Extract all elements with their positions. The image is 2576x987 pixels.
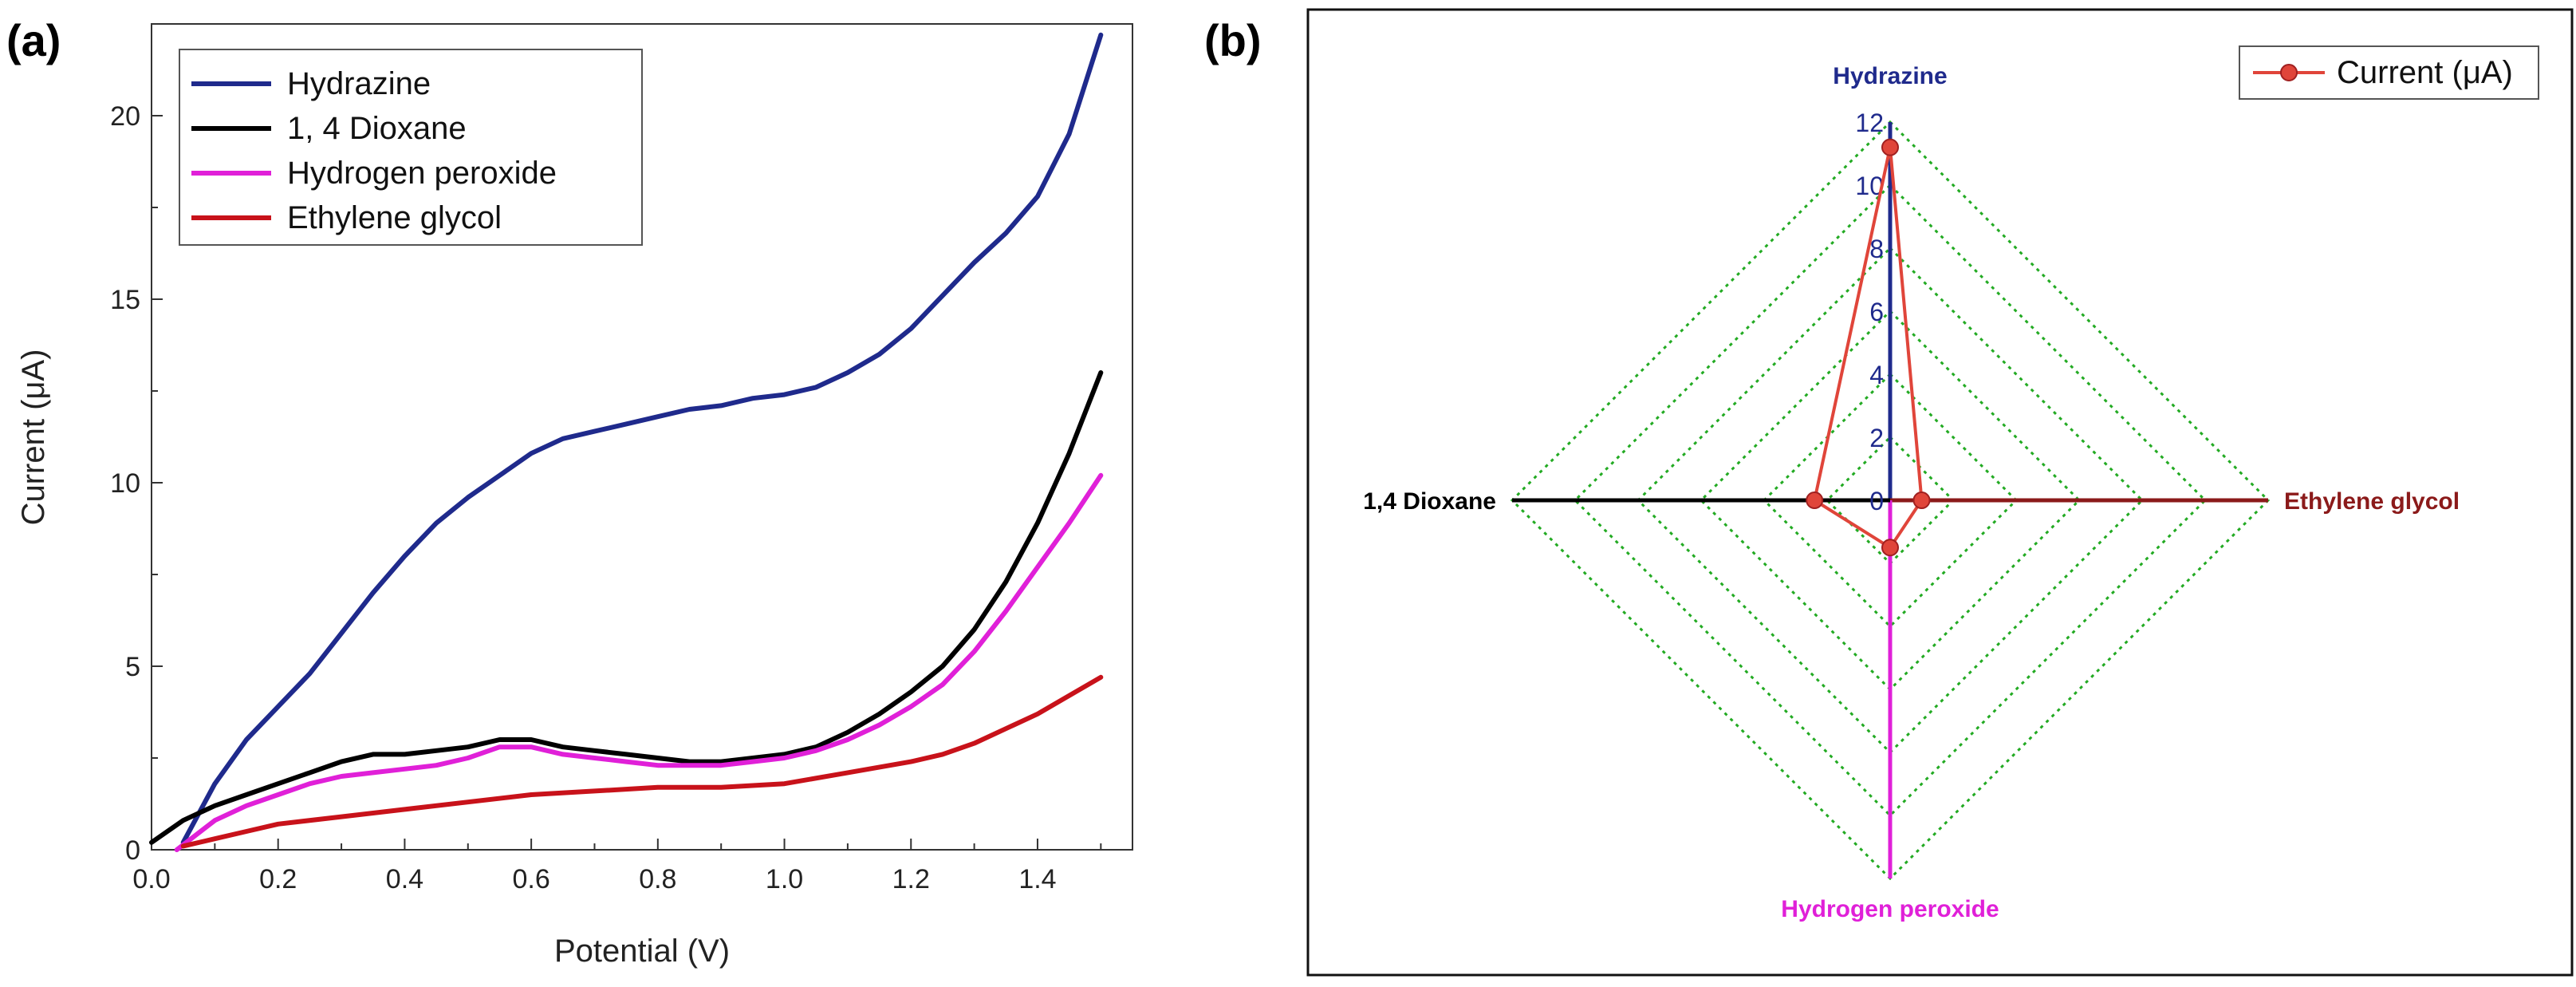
panel-a-label: (a) bbox=[6, 15, 61, 65]
radar-point-ethylene-glycol bbox=[1912, 492, 1931, 509]
radar-tick-label: 8 bbox=[1869, 235, 1884, 263]
x-tick-label: 0.6 bbox=[512, 864, 549, 894]
radar-tick-label: 2 bbox=[1869, 424, 1884, 452]
x-tick-label: 0.0 bbox=[132, 864, 170, 894]
radar-legend: Current (μA) bbox=[2239, 45, 2539, 100]
series-line-hydrazine bbox=[180, 32, 1104, 845]
x-tick-label: 1.2 bbox=[892, 864, 930, 894]
panel-a: (a) 0 5 10 15 20 0.0 0.2 0.4 0.6 0.8 1.0 1.2 1.4 Po… bbox=[6, 15, 1133, 969]
radar-point-hydrazine bbox=[1881, 138, 1899, 156]
series-lines bbox=[149, 32, 1104, 852]
radar-tick-label: 6 bbox=[1869, 298, 1884, 326]
y-tick-label: 10 bbox=[110, 468, 140, 499]
y-tick-label: 15 bbox=[110, 285, 140, 315]
legend: Hydrazine 1, 4 Dioxane Hydrogen peroxide Et… bbox=[179, 49, 643, 246]
radar-axis-labels: Hydrazine Ethylene glycol Hydrogen peroxid… bbox=[1363, 63, 2460, 922]
radar-value-polygon bbox=[1812, 147, 1924, 551]
radar-grid-ring bbox=[1573, 183, 2208, 818]
y-tick-label: 0 bbox=[125, 835, 140, 866]
x-tick-label: 1.4 bbox=[1018, 864, 1056, 894]
radar-axis-label-hydrogen-peroxide: Hydrogen peroxide bbox=[1781, 896, 1999, 922]
radar-axis-label-1-4-dioxane: 1,4 Dioxane bbox=[1363, 488, 1496, 515]
radar-axis-label-hydrazine: Hydrazine bbox=[1833, 63, 1947, 89]
legend-label-hydrazine: Hydrazine bbox=[287, 66, 431, 101]
series-line-1-4-dioxane bbox=[149, 370, 1104, 845]
radar-polygon bbox=[1806, 138, 1931, 557]
x-tick-label: 0.8 bbox=[639, 864, 676, 894]
radar-axis-label-ethylene-glycol: Ethylene glycol bbox=[2284, 488, 2460, 515]
legend-label-ethylene-glycol: Ethylene glycol bbox=[287, 200, 502, 235]
series-line-ethylene-glycol bbox=[180, 674, 1104, 849]
x-tick-label: 0.2 bbox=[259, 864, 297, 894]
legend-label-1-4-dioxane: 1, 4 Dioxane bbox=[287, 111, 467, 146]
series-line-hydrogen-peroxide bbox=[174, 472, 1104, 852]
radar-axes bbox=[1512, 122, 2268, 878]
radar-legend-marker bbox=[2280, 64, 2298, 81]
plot-a-frame bbox=[151, 23, 1133, 851]
y-tick-label: 20 bbox=[110, 101, 140, 132]
panel-b-frame bbox=[1306, 8, 2574, 977]
panel-b-label: (b) bbox=[1204, 15, 1262, 65]
y-axis-label: Current (μA) bbox=[16, 349, 51, 526]
radar-point-1-4-dioxane bbox=[1806, 492, 1824, 509]
x-tick-label: 0.4 bbox=[386, 864, 423, 894]
y-tick-label: 5 bbox=[125, 652, 140, 682]
radar-tick-label: 4 bbox=[1869, 361, 1884, 389]
x-ticks: 0.0 0.2 0.4 0.6 0.8 1.0 1.2 1.4 bbox=[132, 839, 1102, 894]
radar-point-hydrogen-peroxide bbox=[1881, 539, 1899, 557]
radar-tick-label: 0 bbox=[1869, 487, 1884, 515]
x-axis-label: Potential (V) bbox=[554, 934, 730, 969]
x-tick-label: 1.0 bbox=[766, 864, 803, 894]
radar-legend-label: Current (μA) bbox=[2337, 55, 2513, 90]
legend-label-hydrogen-peroxide: Hydrogen peroxide bbox=[287, 156, 557, 191]
radar-tick-label: 12 bbox=[1855, 109, 1884, 137]
y-ticks: 0 5 10 15 20 bbox=[110, 23, 163, 866]
